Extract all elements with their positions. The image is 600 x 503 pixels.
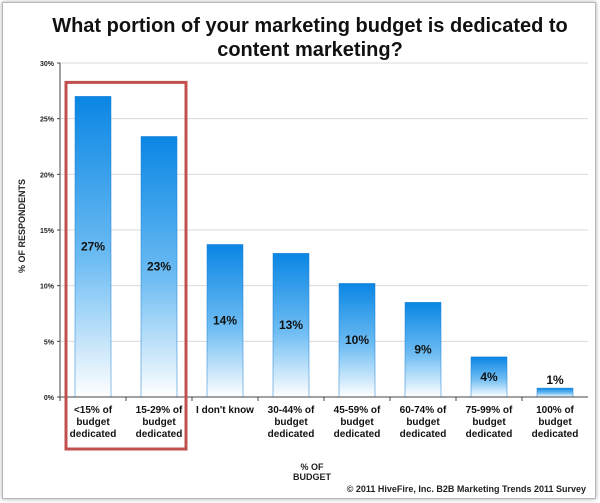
data-labels: 27% 23% 14% 13% 10% 9% 4% 1%: [81, 240, 564, 387]
bar: [404, 302, 442, 398]
y-tick-label: 30%: [40, 61, 55, 68]
y-tick-label: 5%: [44, 339, 55, 346]
bar: [470, 356, 508, 398]
highlight-box: [64, 80, 188, 451]
bars: [74, 96, 574, 398]
chart-title: What portion of your marketing budget is…: [52, 15, 568, 61]
data-label: 10%: [345, 333, 369, 347]
data-label: 13%: [279, 318, 303, 332]
data-label: 4%: [480, 370, 498, 384]
x-axis-title: % OF BUDGET: [293, 462, 331, 482]
data-label: 9%: [414, 343, 432, 357]
x-tick-label: <15% of budget dedicated: [69, 405, 117, 440]
y-tick-label: 25%: [40, 117, 55, 124]
gridlines: [60, 62, 588, 342]
data-label: 27%: [81, 240, 105, 254]
bar: [536, 387, 574, 398]
axes: 0% 5% 10% 15% 20% 25% 30%: [40, 61, 588, 451]
x-tick-label: 60-74% of budget dedicated: [399, 405, 447, 440]
data-label: 14%: [213, 314, 237, 328]
bar: [206, 244, 244, 398]
source-credit: © 2011 HiveFire, Inc. B2B Marketing Tren…: [346, 484, 586, 494]
x-tick-label: 100% of budget dedicated: [531, 405, 579, 440]
y-tick-label: 0%: [44, 395, 55, 402]
bar: [74, 96, 112, 398]
y-tick-label: 20%: [40, 172, 55, 179]
x-tick-label: 30-44% of budget dedicated: [267, 405, 315, 440]
y-tick-label: 10%: [40, 284, 55, 291]
x-tick-label: 15-29% of budget dedicated: [135, 405, 183, 440]
x-tick-label: I don't know: [196, 405, 254, 416]
data-label: 1%: [546, 373, 564, 387]
bar: [140, 136, 178, 398]
bar: [272, 253, 310, 398]
bar: [338, 283, 376, 398]
x-tick-label: 45-59% of budget dedicated: [333, 405, 381, 440]
y-tick-label: 15%: [40, 228, 55, 235]
x-tick-label: 75-99% of budget dedicated: [465, 405, 513, 440]
data-label: 23%: [147, 260, 171, 274]
